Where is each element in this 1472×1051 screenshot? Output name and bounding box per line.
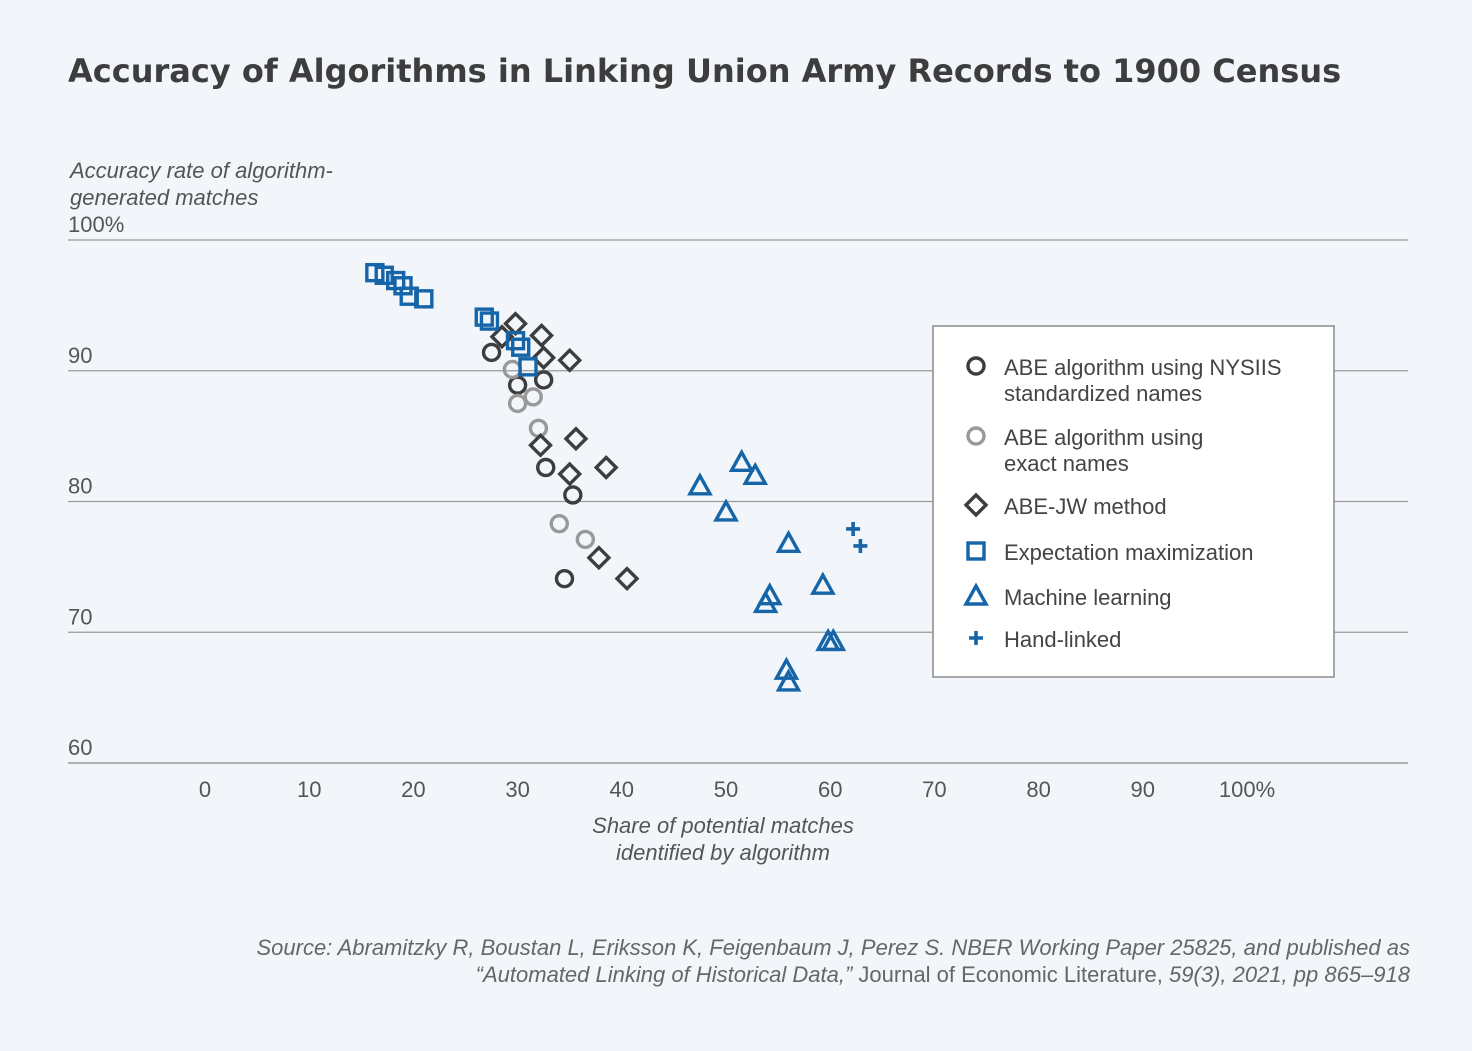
y-tick-label: 70 <box>68 604 92 629</box>
data-point-circle <box>481 342 502 363</box>
legend-label-continued: exact names <box>1004 451 1129 476</box>
data-point-circle <box>554 568 575 589</box>
data-point-circle <box>528 418 549 438</box>
data-point-circle <box>507 393 528 414</box>
data-point-square <box>479 311 500 331</box>
data-point-square <box>511 337 531 357</box>
data-point-triangle <box>775 529 802 554</box>
legend-item-6: Hand-linked <box>969 627 1121 652</box>
data-point-diamond <box>563 426 589 452</box>
source-line-2: “Automated Linking of Historical Data,” … <box>110 961 1410 988</box>
data-point-circle <box>536 457 556 478</box>
x-tick-label: 80 <box>1026 777 1050 802</box>
source-journal: Journal of Economic Literature, <box>852 962 1163 987</box>
legend-marker-plus <box>969 631 983 645</box>
data-point-diamond <box>503 311 528 337</box>
data-point-circle <box>549 514 569 534</box>
data-point-circle <box>523 387 543 407</box>
data-point-square <box>414 289 434 309</box>
y-tick-label: 90 <box>68 343 92 368</box>
data-point-triangle <box>752 589 779 614</box>
x-axis-label-line-1: Share of potential matches <box>592 813 854 838</box>
data-point-triangle <box>687 472 713 496</box>
data-points <box>365 262 868 692</box>
data-point-triangle <box>742 461 769 486</box>
x-tick-labels: 0 10 20 30 40 50 60 70 80 90 100% <box>199 777 1275 802</box>
legend-label: Machine learning <box>1004 585 1172 610</box>
x-tick-label: 100% <box>1219 777 1275 802</box>
data-point-circle <box>502 359 523 380</box>
x-tick-label: 30 <box>505 777 529 802</box>
legend-label-continued: standardized names <box>1004 381 1202 406</box>
series-5 <box>687 448 847 692</box>
data-point-circle <box>533 370 554 390</box>
data-point-diamond <box>593 455 619 480</box>
legend-box <box>932 325 1335 678</box>
data-point-plus <box>846 521 861 536</box>
y-axis-label-text: Accuracy rate of algorithm-generated mat… <box>70 158 333 210</box>
data-point-triangle <box>713 498 739 522</box>
data-point-circle <box>563 485 583 505</box>
data-point-square <box>474 307 494 327</box>
legend-marker-square <box>966 541 986 561</box>
series-4 <box>365 262 538 377</box>
chart-title: Accuracy of Algorithms in Linking Union … <box>68 52 1342 90</box>
data-point-diamond <box>528 432 553 458</box>
legend-label: Expectation maximization <box>1004 540 1253 565</box>
legend-item-4: Expectation maximization <box>966 540 1253 565</box>
y-tick-labels: 60 70 80 90 100% <box>68 212 124 760</box>
data-point-diamond <box>614 566 640 592</box>
y-axis-label: Accuracy rate of algorithm-generated mat… <box>70 157 430 211</box>
y-tick-label: 100% <box>68 212 124 237</box>
legend-item-5: Machine learning <box>963 582 1172 610</box>
source-article-title: “Automated Linking of Historical Data,” <box>475 962 853 987</box>
data-point-circle <box>575 529 596 550</box>
legend-label: ABE algorithm using NYSIIS <box>1004 355 1282 380</box>
y-tick-label: 80 <box>68 474 92 499</box>
legend-item-3: ABE-JW method <box>963 492 1167 519</box>
legend-marker-diamond <box>963 492 989 518</box>
data-point-diamond <box>529 323 554 348</box>
data-point-triangle <box>820 627 847 652</box>
data-point-triangle <box>775 668 802 692</box>
data-point-diamond <box>557 347 583 373</box>
y-tick-label: 60 <box>68 735 92 760</box>
series-6 <box>846 521 868 553</box>
data-point-diamond <box>586 545 612 571</box>
x-tick-label: 10 <box>297 777 321 802</box>
data-point-triangle <box>728 448 755 472</box>
x-tick-label: 90 <box>1131 777 1155 802</box>
data-point-triangle <box>810 571 836 595</box>
x-axis-label-line-2: identified by algorithm <box>616 840 830 865</box>
legend-marker-circle <box>966 356 986 376</box>
series-2 <box>502 359 596 550</box>
data-point-diamond <box>557 461 583 487</box>
data-point-circle <box>507 375 528 395</box>
data-point-diamond <box>531 345 557 371</box>
x-tick-label: 40 <box>610 777 634 802</box>
legend-marker-triangle <box>963 582 989 606</box>
legend-label: Hand-linked <box>1004 627 1121 652</box>
data-point-square <box>393 276 413 296</box>
x-tick-label: 20 <box>401 777 425 802</box>
data-point-square <box>374 265 394 286</box>
x-tick-label: 50 <box>714 777 738 802</box>
legend-label: ABE-JW method <box>1004 494 1167 519</box>
x-tick-label: 70 <box>922 777 946 802</box>
source-line-1: Source: Abramitzky R, Boustan L, Eriksso… <box>256 935 1410 960</box>
source-volume: 59(3), 2021, pp 865–918 <box>1162 962 1410 987</box>
legend-marker-circle <box>966 426 986 446</box>
source-note: Source: Abramitzky R, Boustan L, Eriksso… <box>110 934 1410 988</box>
x-tick-label: 0 <box>199 777 211 802</box>
legend-label: ABE algorithm using <box>1004 425 1203 450</box>
x-tick-label: 60 <box>818 777 842 802</box>
data-point-square <box>518 357 538 377</box>
data-point-plus <box>853 538 868 553</box>
